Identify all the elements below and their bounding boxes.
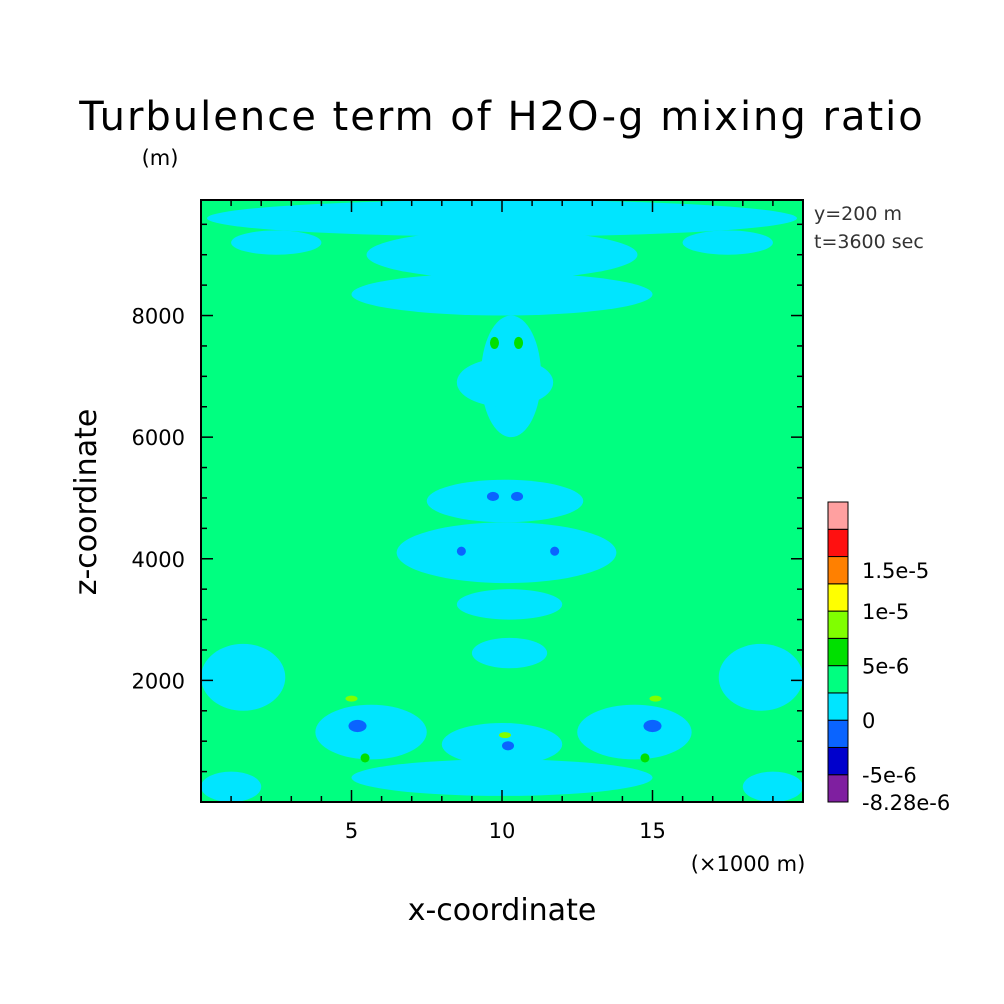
contour-region-neg_small	[456, 358, 554, 407]
contour-region-neg_small	[682, 230, 773, 255]
x-axis-label: x-coordinate	[408, 893, 597, 928]
contour-region-neg_small	[231, 230, 322, 255]
y-axis-label: z-coordinate	[69, 409, 104, 596]
contour-region-pos	[640, 753, 650, 763]
contour-region-neg_small	[351, 272, 653, 316]
x-tick-label: 5	[345, 819, 358, 843]
title-unit-label: (m)	[142, 146, 179, 170]
x-tick-label: 10	[489, 819, 516, 843]
contour-region-neg_small	[366, 230, 638, 280]
x-unit-label: (×1000 m)	[691, 852, 806, 876]
plot-area	[200, 199, 804, 803]
colorbar-band	[827, 610, 849, 639]
contour-region-neg	[486, 491, 499, 501]
contour-region-neg_small	[718, 643, 803, 711]
contour-region-pos	[489, 336, 499, 349]
contour-region-neg	[456, 546, 466, 556]
contour-region-neg_small	[471, 637, 548, 669]
colorbar-label: -5e-6	[862, 764, 917, 788]
contour-region-neg	[550, 546, 560, 556]
contour-region-neg_small	[351, 759, 653, 796]
colorbar-label: 0	[862, 709, 875, 733]
y-tick-label: 4000	[132, 548, 185, 572]
contour-region-neg_small	[201, 771, 262, 802]
contour-region-neg_small	[315, 704, 427, 760]
x-tick-label: 15	[639, 819, 666, 843]
colorbar-band	[827, 501, 849, 530]
contour-region-neg_small	[456, 589, 563, 620]
colorbar-band	[827, 746, 849, 776]
colorbar-band	[827, 556, 849, 585]
contour-region-neg	[348, 719, 367, 733]
contour-region-neg_small	[207, 200, 797, 237]
contour-region-neg_small	[426, 479, 584, 523]
y-tick-labels: 2000 4000 6000 8000	[132, 305, 185, 694]
contour-region-neg_small	[201, 643, 286, 711]
x-tick-labels: 5 10 15	[345, 819, 666, 843]
contour-region-pos	[514, 336, 524, 349]
contour-region-pos_small	[649, 695, 662, 702]
colorbar-band	[827, 665, 849, 694]
annotation-t: t=3600 sec	[814, 231, 924, 253]
colorbar-band	[827, 774, 849, 803]
contour-region-pos_small	[498, 732, 512, 739]
contour-region-neg	[643, 719, 662, 733]
annotation-y: y=200 m	[814, 203, 902, 225]
y-tick-label: 6000	[132, 426, 185, 450]
contour-region-neg_small	[441, 722, 563, 766]
colorbar-band	[827, 692, 849, 721]
contour-region-pos_small	[345, 695, 358, 702]
colorbar-label: 1e-5	[862, 600, 909, 624]
contour-region-pos	[360, 753, 370, 763]
colorbar-label: 1.5e-5	[862, 559, 929, 583]
y-tick-label: 2000	[132, 669, 185, 693]
colorbar-label: -8.28e-6	[862, 791, 950, 815]
colorbar: 1.5e-5 1e-5 5e-6 0 -5e-6 -8.28e-6	[827, 501, 950, 815]
chart-title: Turbulence term of H2O-g mixing ratio	[78, 94, 924, 140]
colorbar-band	[827, 583, 849, 612]
contour-region-neg_small	[742, 771, 804, 802]
colorbar-band	[827, 719, 849, 748]
y-tick-label: 8000	[132, 305, 185, 329]
contour-region-neg_small	[577, 704, 692, 760]
contour-region-neg_small	[396, 522, 617, 584]
colorbar-band	[827, 637, 849, 667]
contour-region-neg	[511, 491, 524, 501]
contour-region-neg	[502, 741, 515, 751]
colorbar-band	[827, 528, 849, 558]
colorbar-label: 5e-6	[862, 655, 909, 679]
